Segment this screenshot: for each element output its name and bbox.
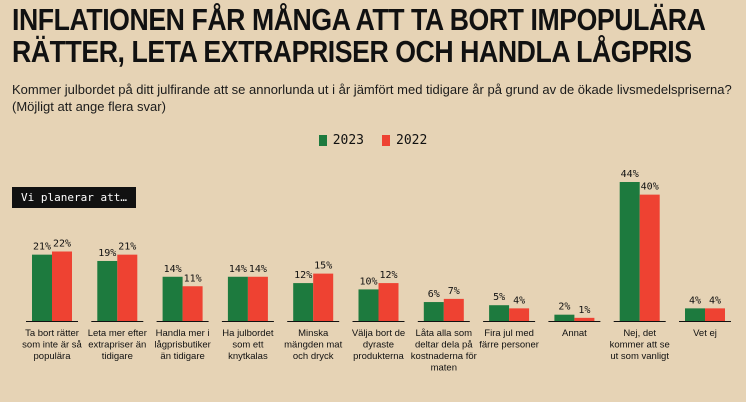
bar-2023-0 bbox=[32, 254, 52, 321]
category-label-7-1: färre personer bbox=[479, 340, 539, 351]
bar-2023-9 bbox=[619, 182, 640, 321]
category-label-9-0: Nej, det bbox=[623, 328, 656, 339]
value-label-2023-10: 4% bbox=[689, 295, 701, 306]
category-label-6-3: maten bbox=[431, 363, 457, 374]
category-label-0-0: Ta bort rätter bbox=[25, 328, 79, 339]
bar-2023-6 bbox=[423, 302, 444, 321]
subtitle-question: Kommer julbordet på ditt julfirande att … bbox=[12, 82, 732, 97]
category-label-2-1: lågprisbutiker bbox=[154, 340, 211, 351]
value-label-2022-10: 4% bbox=[709, 295, 721, 306]
value-label-2023-2: 14% bbox=[164, 264, 182, 275]
bar-2023-10 bbox=[685, 308, 705, 321]
value-label-2022-1: 21% bbox=[118, 242, 136, 253]
category-label-10-0: Vet ej bbox=[693, 328, 717, 339]
value-label-2022-8: 1% bbox=[578, 305, 590, 316]
legend-label-2023: 2023 bbox=[332, 133, 364, 148]
bar-2022-8 bbox=[574, 317, 595, 321]
bar-2022-7 bbox=[509, 308, 530, 321]
category-label-2-2: än tidigare bbox=[160, 351, 204, 362]
legend-swatch-2022 bbox=[382, 135, 390, 146]
category-label-4-1: mängden mat bbox=[284, 340, 342, 351]
prefix-tag: Vi planerar att… bbox=[12, 187, 136, 208]
bar-2022-10 bbox=[705, 308, 725, 321]
category-label-3-0: Ha julbordet bbox=[222, 328, 274, 339]
chart-subtitle: Kommer julbordet på ditt julfirande att … bbox=[12, 81, 737, 115]
bar-2022-3 bbox=[247, 276, 268, 321]
category-label-2-0: Handla mer i bbox=[156, 328, 210, 339]
value-label-2022-0: 22% bbox=[53, 239, 71, 250]
category-label-4-2: och dryck bbox=[293, 351, 334, 362]
category-label-1-2: tidigare bbox=[102, 351, 133, 362]
legend-item-2023: 2023 bbox=[318, 133, 364, 148]
category-label-7-0: Fira jul med bbox=[484, 328, 534, 339]
legend: 2023 2022 bbox=[0, 133, 746, 148]
value-label-2022-4: 15% bbox=[314, 261, 332, 272]
value-label-2023-4: 12% bbox=[294, 270, 312, 281]
bar-2022-2 bbox=[182, 286, 203, 321]
bar-2022-5 bbox=[378, 283, 399, 321]
category-label-5-2: produkterna bbox=[353, 351, 404, 362]
value-label-2023-1: 19% bbox=[98, 248, 116, 259]
category-label-1-0: Leta mer efter bbox=[88, 328, 147, 339]
category-label-6-1: deltar dela på bbox=[415, 340, 473, 351]
category-label-3-1: som ett bbox=[232, 340, 264, 351]
value-label-2023-7: 5% bbox=[493, 292, 505, 303]
value-label-2023-6: 6% bbox=[428, 289, 440, 300]
value-label-2022-7: 4% bbox=[513, 295, 525, 306]
bar-2023-8 bbox=[554, 314, 575, 321]
value-label-2022-3: 14% bbox=[249, 264, 267, 275]
bar-2023-3 bbox=[227, 276, 248, 321]
category-label-1-1: extrapriser än bbox=[88, 340, 146, 351]
bar-2023-4 bbox=[293, 283, 314, 321]
category-label-0-2: populära bbox=[34, 351, 72, 362]
value-label-2023-0: 21% bbox=[33, 242, 51, 253]
category-label-9-1: kommer att se bbox=[610, 340, 670, 351]
value-label-2022-2: 11% bbox=[184, 273, 202, 284]
bar-2022-1 bbox=[117, 254, 138, 321]
legend-label-2022: 2022 bbox=[396, 133, 428, 148]
category-label-6-2: kostnaderna för bbox=[411, 351, 477, 362]
category-label-0-1: som inte är så bbox=[22, 340, 82, 351]
category-label-9-2: ut som vanligt bbox=[610, 351, 669, 362]
bar-2022-0 bbox=[52, 251, 72, 321]
legend-swatch-2023 bbox=[318, 135, 327, 146]
bar-2023-1 bbox=[97, 260, 118, 321]
category-label-3-2: knytkalas bbox=[228, 351, 268, 362]
value-label-2022-9: 40% bbox=[641, 182, 659, 193]
value-label-2023-9: 44% bbox=[621, 169, 639, 180]
value-label-2023-5: 10% bbox=[359, 276, 377, 287]
chart-title: INFLATIONEN FÅR MÅNGA ATT TA BORT IMPOPU… bbox=[12, 2, 706, 69]
category-label-6-0: Låta alla som bbox=[416, 328, 473, 339]
category-label-5-0: Välja bort de bbox=[352, 328, 405, 339]
category-label-5-1: dyraste bbox=[363, 340, 394, 351]
value-label-2023-8: 2% bbox=[558, 302, 570, 313]
bar-2022-9 bbox=[639, 194, 660, 321]
bar-2022-4 bbox=[313, 273, 334, 321]
value-label-2023-3: 14% bbox=[229, 264, 247, 275]
bar-2023-2 bbox=[162, 276, 183, 321]
value-label-2022-5: 12% bbox=[379, 270, 397, 281]
category-label-8-0: Annat bbox=[562, 328, 587, 339]
title-line-1: INFLATIONEN FÅR MÅNGA ATT TA BORT IMPOPU… bbox=[12, 2, 706, 37]
category-label-4-0: Minska bbox=[298, 328, 329, 339]
bar-2022-6 bbox=[443, 298, 464, 321]
title-line-2: RÄTTER, LETA EXTRAPRISER OCH HANDLA LÅGP… bbox=[12, 34, 692, 69]
subtitle-note: (Möjligt att ange flera svar) bbox=[12, 99, 166, 114]
bar-2023-5 bbox=[358, 289, 379, 321]
value-label-2022-6: 7% bbox=[448, 286, 460, 297]
bar-2023-7 bbox=[489, 305, 510, 321]
legend-item-2022: 2022 bbox=[382, 133, 427, 148]
